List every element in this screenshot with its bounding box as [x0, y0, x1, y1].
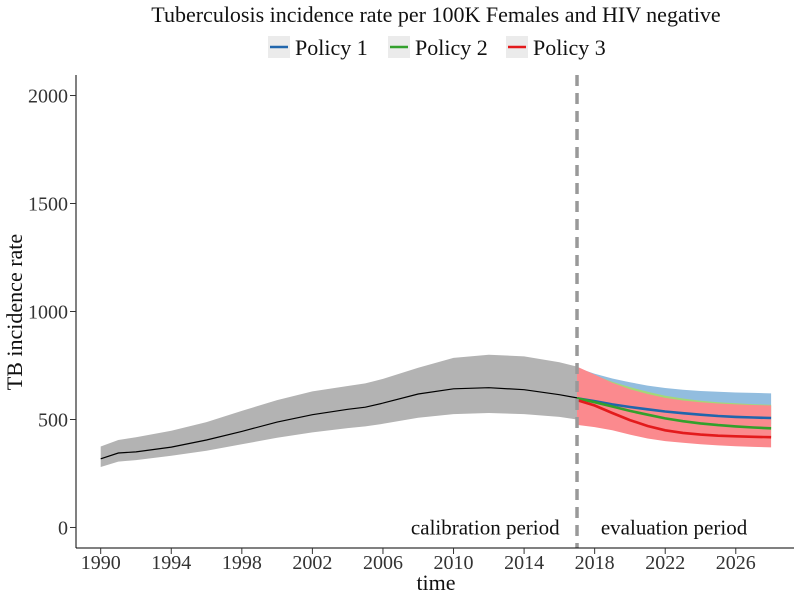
plot-area [100, 75, 772, 548]
y-tick-label: 2000 [28, 86, 68, 108]
policy-2-line [576, 397, 772, 430]
chart-title: Tuberculosis incidence rate per 100K Fem… [151, 2, 720, 27]
y-tick-label: 1000 [28, 302, 68, 324]
y-axis-label: TB incidence rate [2, 234, 27, 390]
annotations: calibration period evaluation period [411, 515, 748, 539]
policy-3-band [577, 366, 772, 448]
policy-1-line [576, 397, 772, 420]
x-tick-label: 2026 [716, 552, 756, 574]
x-tick-label: 2002 [292, 552, 332, 574]
x-axis-label: time [416, 570, 455, 595]
y-tick-label: 1500 [28, 194, 68, 216]
x-tick-label: 2010 [434, 552, 474, 574]
ticks: 1990 1994 1998 2002 2006 2010 2014 2018 2022 2026… [28, 86, 756, 574]
x-tick-label: 1990 [81, 552, 121, 574]
period-annotation: evaluation period [601, 515, 748, 539]
x-tick-label: 1994 [151, 552, 191, 574]
x-tick-label: 1998 [222, 552, 262, 574]
x-tick-label: 2014 [504, 552, 544, 574]
legend-label: Policy 1 [295, 35, 368, 60]
x-tick-label: 2022 [645, 552, 685, 574]
legend-label: Policy 3 [533, 35, 606, 60]
legend-label: Policy 2 [415, 35, 488, 60]
x-tick-label: 2018 [575, 552, 615, 574]
calibration-line [100, 387, 578, 460]
policy-3-line [576, 398, 772, 439]
x-tick-label: 2006 [363, 552, 403, 574]
legend: Policy 1 Policy 2 Policy 3 [268, 35, 606, 60]
period-annotation: calibration period [411, 515, 560, 539]
y-tick-label: 0 [58, 517, 68, 539]
axes [75, 75, 794, 549]
y-tick-label: 500 [38, 409, 68, 431]
